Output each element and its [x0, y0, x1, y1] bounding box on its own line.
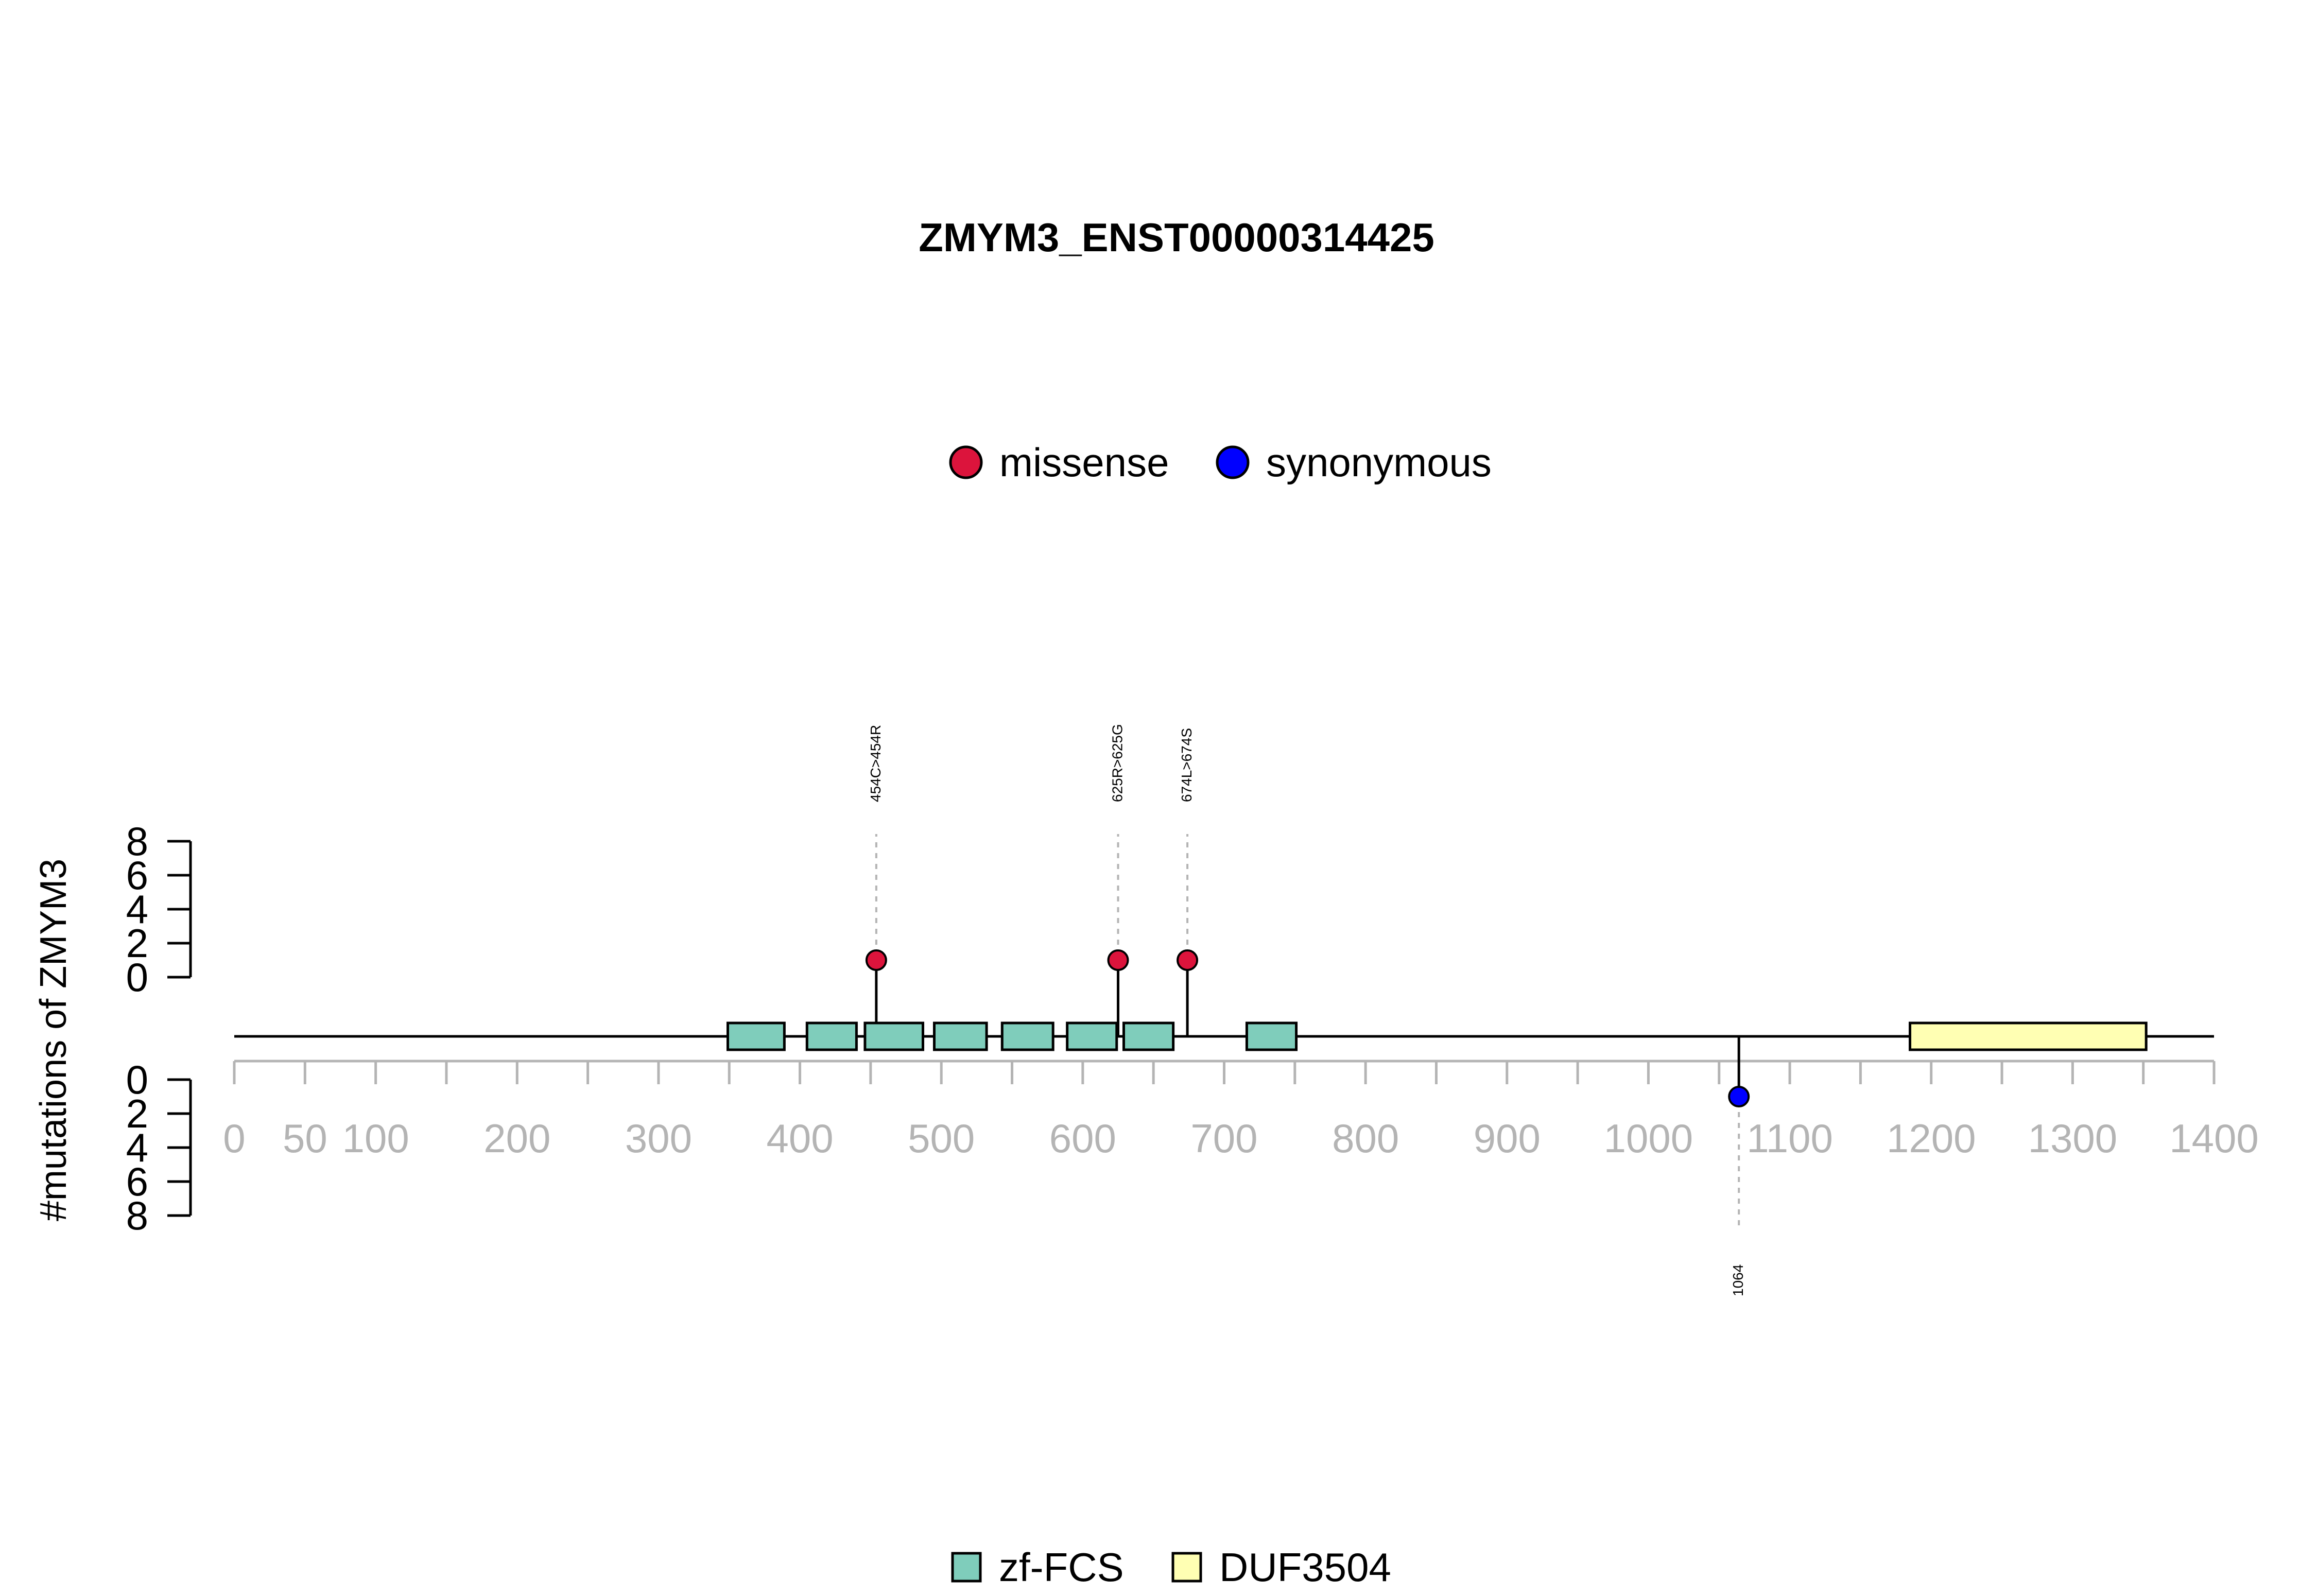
legend-item-synonymous: synonymous — [1216, 440, 1492, 485]
x-tick-label: 1200 — [1887, 1116, 1976, 1161]
x-tick-label: 900 — [1474, 1116, 1541, 1161]
chart-title: ZMYM3_ENST00000314425 — [919, 215, 1434, 260]
domain-zf-fcs — [1245, 1021, 1298, 1051]
x-tick-label: 400 — [767, 1116, 834, 1161]
x-tick-label: 200 — [483, 1116, 550, 1161]
legend-label: zf-FCS — [999, 1545, 1124, 1590]
x-tick-label: 700 — [1190, 1116, 1257, 1161]
y-top-tick-label: 0 — [126, 955, 148, 1000]
domain-zf-fcs — [1000, 1021, 1054, 1051]
domain-zf-fcs — [805, 1021, 858, 1051]
mutation-label: 674L>674S — [1179, 728, 1195, 802]
legend-label: DUF3504 — [1219, 1545, 1391, 1590]
mutation-stems — [875, 834, 1740, 1228]
x-tick-label: 300 — [625, 1116, 692, 1161]
legend-swatch — [951, 1552, 982, 1583]
mutation-label: 454C>454R — [868, 725, 884, 802]
legend-item-missense: missense — [949, 440, 1169, 485]
mutation-label: 1064 — [1730, 1264, 1746, 1296]
domain-zf-fcs — [932, 1021, 988, 1051]
y-top-tick-label: 6 — [126, 853, 148, 898]
legend-label: missense — [999, 440, 1169, 485]
domain-zf-fcs — [727, 1021, 786, 1051]
protein-domains — [727, 1021, 2148, 1051]
mutation-points: 454C>454R 625R>625G 674L>674S 1064 — [865, 724, 1750, 1296]
x-tick-label: 100 — [342, 1116, 409, 1161]
x-tick-label: 0 — [223, 1116, 245, 1161]
legend-item-duf3504: DUF3504 — [1171, 1545, 1391, 1590]
mutation-point-674l-674s — [1177, 949, 1199, 971]
y-top-tick-label: 4 — [126, 887, 148, 932]
y-bottom-tick-label: 8 — [126, 1193, 148, 1238]
y-top-tick-label: 8 — [126, 819, 148, 864]
domain-duf3504 — [1909, 1021, 2148, 1051]
mutation-label: 625R>625G — [1110, 724, 1126, 802]
mutation-point-1064 — [1728, 1086, 1750, 1107]
x-tick-label: 50 — [283, 1116, 327, 1161]
y-bottom-tick-label: 0 — [126, 1057, 148, 1102]
mutation-legend: missense synonymous — [949, 440, 1492, 485]
y-top-tick-label: 2 — [126, 921, 148, 966]
y-bottom-tick-label: 4 — [126, 1125, 148, 1170]
legend-marker — [949, 445, 983, 479]
domain-zf-fcs — [863, 1021, 925, 1051]
domain-zf-fcs — [1066, 1021, 1118, 1051]
legend-item-zf-fcs: zf-FCS — [951, 1545, 1124, 1590]
x-tick-label: 1000 — [1604, 1116, 1693, 1161]
x-tick-label: 600 — [1049, 1116, 1116, 1161]
legend-swatch — [1171, 1552, 1202, 1583]
x-tick-label: 800 — [1332, 1116, 1399, 1161]
legend-label: synonymous — [1266, 440, 1492, 485]
y-bottom-tick-label: 2 — [126, 1091, 148, 1136]
domain-legend: zf-FCS DUF3504 — [951, 1545, 1391, 1590]
domain-zf-fcs — [1122, 1021, 1175, 1051]
x-tick-label: 1400 — [2169, 1116, 2259, 1161]
x-axis: 0 50 100 200 300 400 500 600 700 800 900 1000 1100 12… — [223, 1060, 2259, 1161]
x-tick-label: 1300 — [2028, 1116, 2118, 1161]
y-axis-title: #mutations of ZMYM3 — [33, 859, 74, 1221]
mutation-point-454c-454r — [865, 949, 887, 971]
legend-marker — [1216, 445, 1250, 479]
x-tick-label: 500 — [908, 1116, 975, 1161]
y-bottom-tick-label: 6 — [126, 1159, 148, 1204]
x-tick-label: 1100 — [1747, 1116, 1833, 1161]
mutation-point-625r-625g — [1107, 949, 1129, 971]
